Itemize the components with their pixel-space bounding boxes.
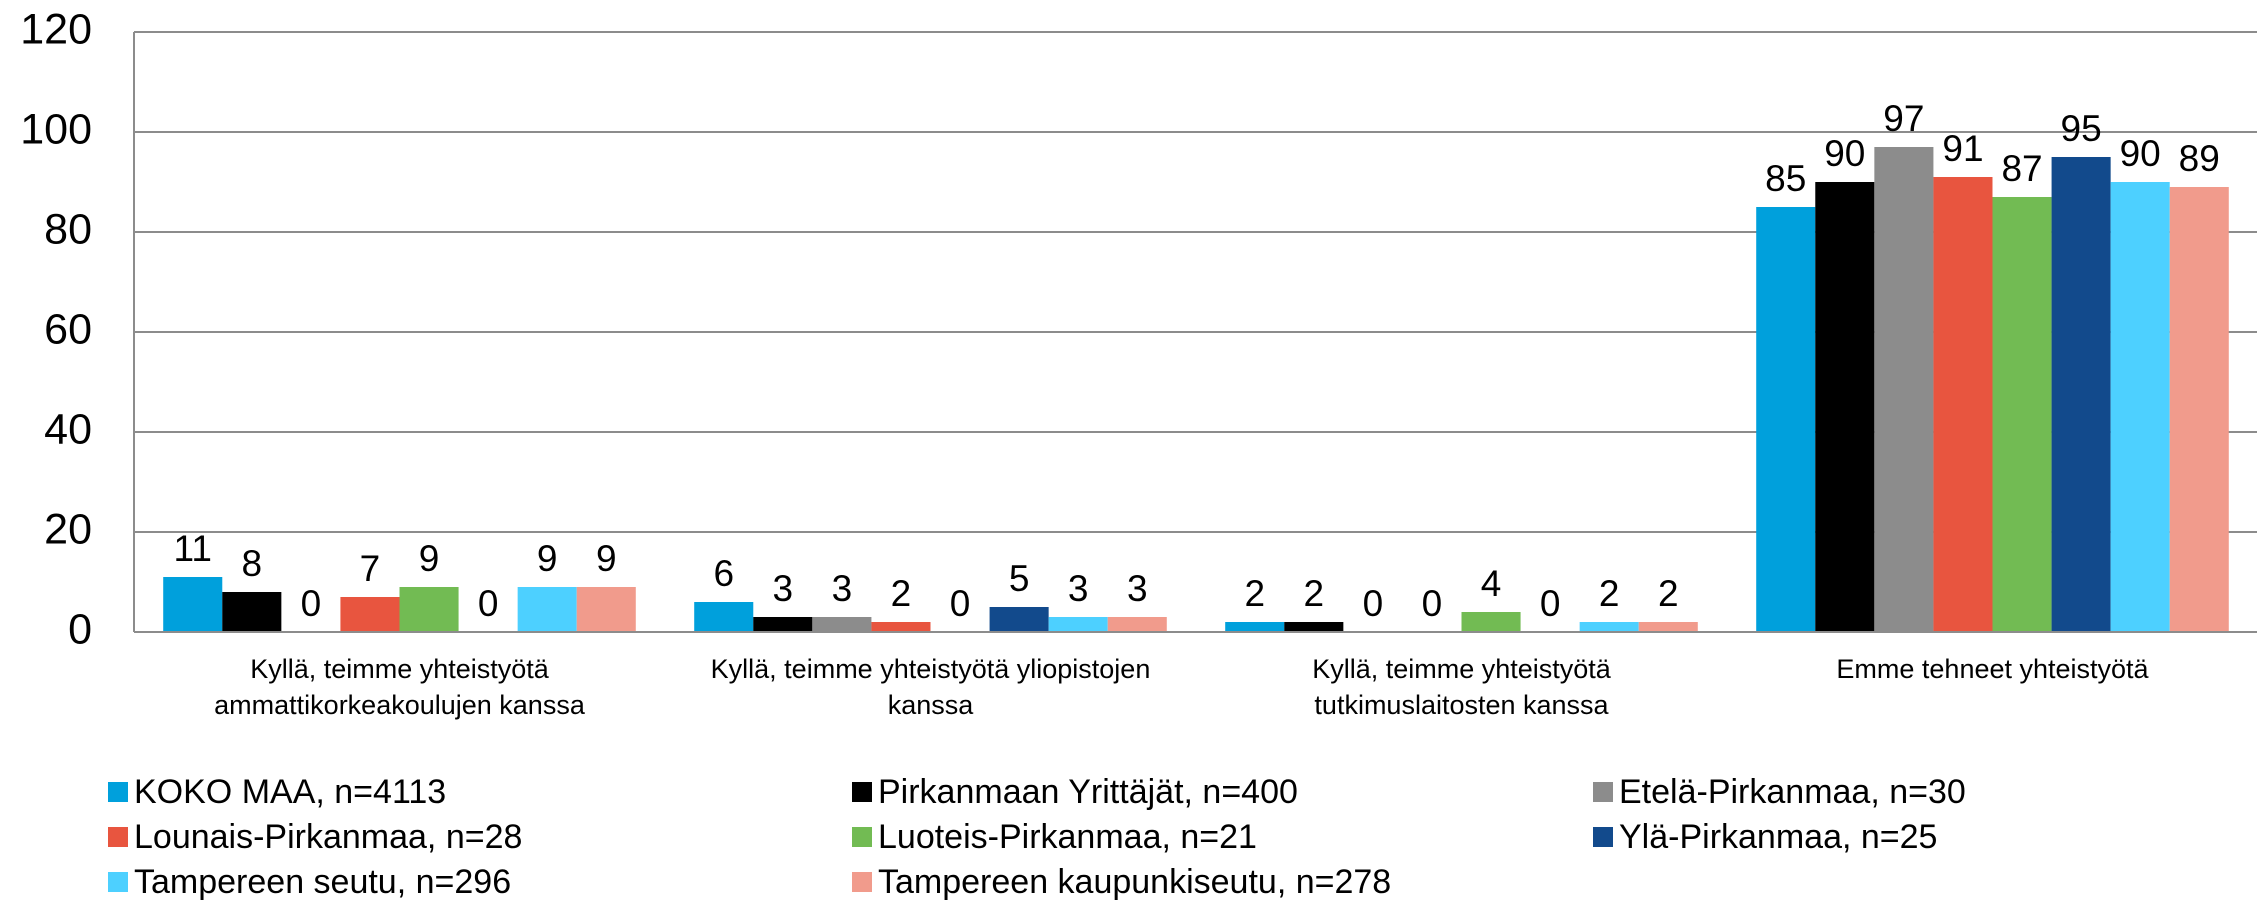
data-label: 11: [174, 528, 212, 569]
legend-label: Etelä-Pirkanmaa, n=30: [1619, 773, 1966, 811]
data-label: 0: [301, 583, 322, 624]
bar: [1225, 622, 1285, 632]
bar: [2169, 187, 2229, 632]
bar: [1107, 617, 1167, 632]
bar: [753, 617, 813, 632]
x-tick-label: Emme tehneet yhteistyötä: [1836, 654, 2149, 684]
data-label: 87: [2001, 148, 2042, 189]
data-label: 0: [1363, 583, 1384, 624]
bar: [2110, 182, 2170, 632]
legend-label: Lounais-Pirkanmaa, n=28: [134, 818, 522, 856]
legend-swatch: [1593, 782, 1613, 802]
y-tick-label: 60: [44, 305, 92, 353]
data-label: 9: [419, 538, 440, 579]
data-label: 95: [2061, 108, 2102, 149]
data-label: 2: [891, 573, 912, 614]
bar: [1933, 177, 1993, 632]
bar: [222, 592, 282, 632]
legend-swatch: [852, 782, 872, 802]
bar: [1048, 617, 1108, 632]
legend-label: Tampereen kaupunkiseutu, n=278: [878, 863, 1391, 901]
data-label: 3: [1127, 568, 1148, 609]
bar: [517, 587, 577, 632]
data-label: 2: [1658, 573, 1679, 614]
legend-swatch: [108, 782, 128, 802]
y-tick-label: 20: [44, 505, 92, 553]
bar: [399, 587, 459, 632]
y-tick-label: 40: [44, 405, 92, 453]
data-label: 91: [1942, 128, 1983, 169]
x-tick-label: ammattikorkeakoulujen kanssa: [214, 690, 586, 720]
data-label: 90: [1824, 133, 1865, 174]
bar: [163, 577, 223, 632]
data-label: 97: [1883, 98, 1924, 139]
y-tick-label: 100: [20, 105, 92, 153]
y-tick-label: 0: [68, 605, 92, 653]
x-tick-label: Kyllä, teimme yhteistyötä: [250, 654, 550, 684]
data-label: 90: [2120, 133, 2161, 174]
bar: [694, 602, 754, 632]
bar: [576, 587, 636, 632]
data-label: 89: [2179, 138, 2220, 179]
bar: [812, 617, 872, 632]
bar: [871, 622, 931, 632]
legend-swatch: [108, 827, 128, 847]
data-label: 0: [950, 583, 971, 624]
legend-label: Tampereen seutu, n=296: [134, 863, 511, 901]
bar: [1992, 197, 2052, 632]
y-tick-label: 80: [44, 205, 92, 253]
bar: [1638, 622, 1698, 632]
bar: [1579, 622, 1639, 632]
bar: [1874, 147, 1934, 632]
data-label: 0: [1540, 583, 1561, 624]
legend-label: Pirkanmaan Yrittäjät, n=400: [878, 773, 1298, 811]
legend-label: Ylä-Pirkanmaa, n=25: [1619, 818, 1937, 856]
bar: [2051, 157, 2111, 632]
data-label: 8: [242, 543, 263, 584]
data-label: 5: [1009, 558, 1030, 599]
data-label: 7: [360, 548, 381, 589]
data-label: 3: [773, 568, 794, 609]
bar: [340, 597, 400, 632]
data-label: 9: [596, 538, 617, 579]
x-tick-label: Kyllä, teimme yhteistyötä: [1312, 654, 1612, 684]
bar: [1461, 612, 1521, 632]
bar: [989, 607, 1049, 632]
data-label: 4: [1481, 563, 1502, 604]
legend-swatch: [852, 827, 872, 847]
legend-swatch: [1593, 827, 1613, 847]
data-label: 6: [713, 553, 734, 594]
bar: [1284, 622, 1344, 632]
data-label: 2: [1304, 573, 1325, 614]
data-label: 2: [1599, 573, 1620, 614]
y-tick-label: 120: [20, 5, 92, 53]
data-label: 0: [1422, 583, 1443, 624]
data-label: 3: [1068, 568, 1089, 609]
x-tick-label: Kyllä, teimme yhteistyötä yliopistojen: [711, 654, 1151, 684]
legend-label: Luoteis-Pirkanmaa, n=21: [878, 818, 1257, 856]
data-label: 9: [537, 538, 558, 579]
bar: [1756, 207, 1816, 632]
bar: [1815, 182, 1875, 632]
x-tick-label: tutkimuslaitosten kanssa: [1314, 690, 1609, 720]
legend-swatch: [108, 872, 128, 892]
data-label: 3: [832, 568, 853, 609]
x-tick-label: kanssa: [888, 690, 975, 720]
data-label: 2: [1244, 573, 1265, 614]
legend-label: KOKO MAA, n=4113: [134, 773, 446, 811]
data-label: 0: [478, 583, 499, 624]
legend-swatch: [852, 872, 872, 892]
data-label: 85: [1765, 158, 1806, 199]
